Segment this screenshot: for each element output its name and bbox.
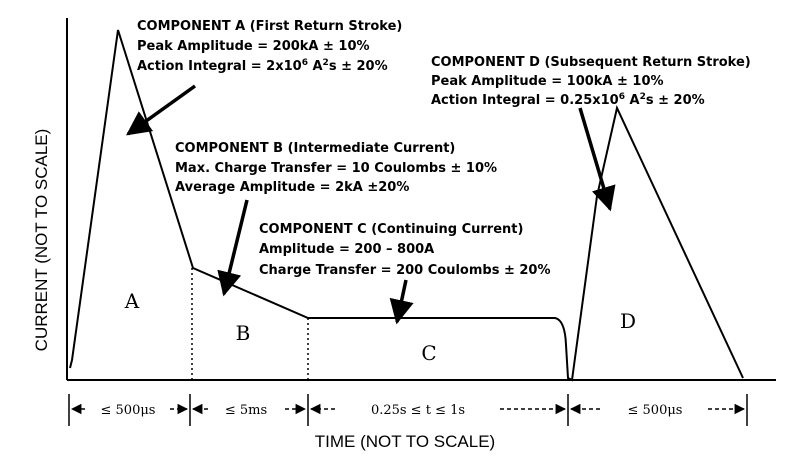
component-b-title: COMPONENT B (Intermediate Current) — [175, 141, 455, 156]
arrow-component-b — [217, 199, 249, 297]
component-c-line2: Charge Transfer = 200 Coulombs ± 20% — [259, 263, 551, 278]
x-axis-label: TIME (NOT TO SCALE) — [315, 432, 495, 451]
duration-a: ≤ 500μs — [101, 403, 156, 418]
component-d-line1: Peak Amplitude = 100kA ± 10% — [431, 74, 664, 89]
segment-letter-a: A — [124, 289, 140, 313]
component-b-line1: Max. Charge Transfer = 10 Coulombs ± 10% — [175, 161, 497, 176]
duration-b: ≤ 5ms — [225, 403, 267, 418]
duration-d: ≤ 500μs — [628, 403, 683, 418]
arrow-component-c — [389, 279, 414, 325]
segment-letter-b: B — [236, 321, 251, 345]
component-a-line1: Peak Amplitude = 200kA ± 10% — [137, 39, 370, 54]
component-d-line2: Action Integral = 0.25x106 A2s ± 20% — [431, 92, 705, 108]
segment-letter-d: D — [620, 309, 636, 333]
segment-letter-c: C — [421, 341, 436, 365]
component-a-title: COMPONENT A (First Return Stroke) — [137, 19, 402, 34]
component-b-line2: Average Amplitude = 2kA ±20% — [175, 180, 409, 195]
component-d-title: COMPONENT D (Subsequent Return Stroke) — [431, 55, 751, 70]
y-axis-label: CURRENT (NOT TO SCALE) — [32, 129, 51, 352]
duration-c: 0.25s ≤ t ≤ 1s — [371, 403, 465, 418]
arrow-component-a — [126, 84, 197, 136]
component-c-title: COMPONENT C (Continuing Current) — [259, 222, 523, 237]
component-c-line1: Amplitude = 200 – 800A — [259, 242, 434, 257]
component-a-line2: Action Integral = 2x106 A2s ± 20% — [137, 58, 388, 74]
arrow-component-d — [578, 107, 616, 212]
duration-ticks — [68, 394, 748, 426]
